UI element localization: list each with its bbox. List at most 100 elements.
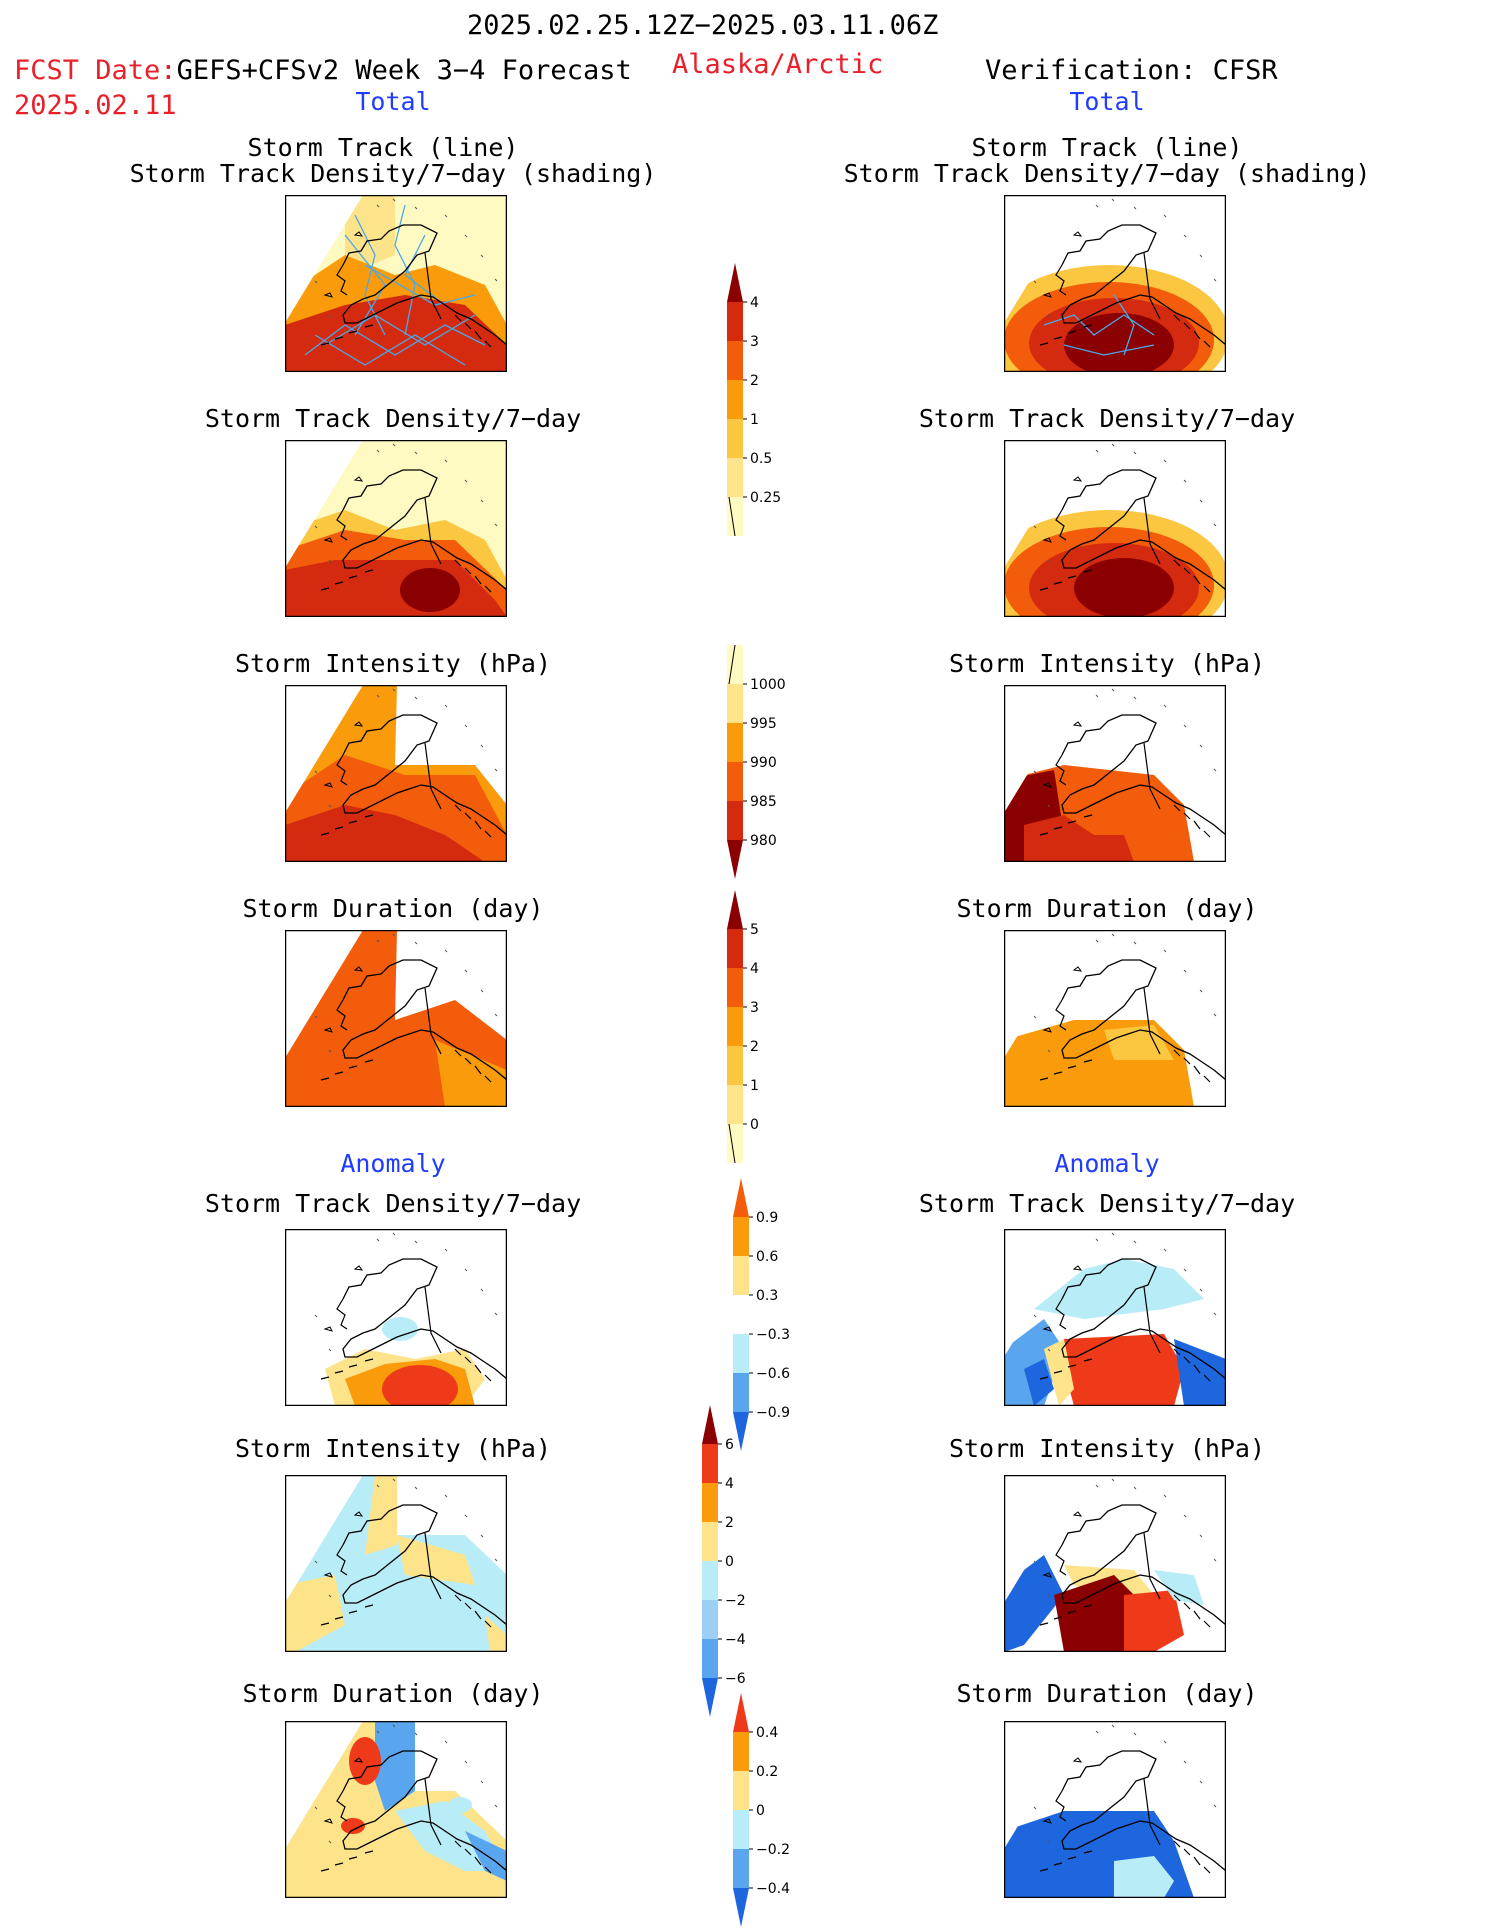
colorbar-tick-label: 0.4 — [756, 1725, 778, 1741]
title-density-anom-right: Storm Track Density/7−day — [918, 1189, 1296, 1218]
map-track-forecast — [285, 195, 507, 372]
colorbar-swatch — [727, 1085, 743, 1124]
title-density-left: Storm Track Density/7−day — [204, 404, 582, 433]
colorbar-tick-label: −0.3 — [756, 1327, 790, 1343]
colorbar-intensity-anom: 6 4 2 0 −2 −4 −6 — [700, 1405, 790, 1721]
map-duration-anom-verification — [1004, 1721, 1226, 1898]
title-intensity-left: Storm Intensity (hPa) — [234, 649, 552, 678]
map-density-anom-forecast — [285, 1229, 507, 1406]
colorbar-svg: 6 4 2 0 −2 −4 −6 — [702, 1405, 746, 1717]
colorbar-open-end — [728, 644, 736, 685]
fcst-prefix: FCST Date: — [14, 55, 177, 86]
verification-label: Verification: CFSR — [985, 55, 1278, 86]
colorbar-swatch — [727, 840, 743, 879]
colorbar-swatch — [733, 1334, 749, 1373]
colorbar-tick-label: 0.25 — [750, 490, 781, 506]
colorbar-tick-label: −0.9 — [756, 1405, 790, 1421]
colorbar-tick-label: −2 — [725, 1593, 746, 1609]
colorbar-swatch — [733, 1888, 749, 1927]
colorbar-swatch — [727, 684, 743, 723]
colorbar-svg: 4 3 2 1 0.5 0.25 — [727, 263, 781, 537]
colorbar-tick-label: 3 — [750, 1000, 759, 1016]
colorbar-tick-label: 4 — [750, 961, 759, 977]
section-anomaly-left: Anomaly — [340, 1149, 446, 1178]
colorbar-svg: 0.9 0.6 0.3 −0.3 −0.6 −0.9 — [733, 1178, 790, 1451]
colorbar-tick-label: 0.3 — [756, 1288, 778, 1304]
section-anomaly-right: Anomaly — [1054, 1149, 1160, 1178]
colorbar-svg: 0.4 0.2 0 −0.2 −0.4 — [733, 1693, 790, 1927]
colorbar-tick-label: 980 — [750, 833, 777, 849]
colorbar-swatch — [733, 1771, 749, 1810]
colorbar-swatch — [702, 1483, 718, 1522]
map-density-verification — [1004, 440, 1226, 617]
colorbar-duration-total: 5 4 3 2 1 0 — [725, 890, 815, 1167]
map-track-verification — [1004, 195, 1226, 372]
colorbar-tick-label: −4 — [725, 1632, 746, 1648]
colorbar-tick-label: 0 — [725, 1554, 734, 1570]
colorbar-swatch — [727, 723, 743, 762]
colorbar-swatch — [733, 1295, 749, 1334]
colorbar-density-total: 4 3 2 1 0.5 0.25 — [725, 263, 815, 540]
title-duration-right: Storm Duration (day) — [956, 894, 1258, 923]
colorbar-swatch — [727, 419, 743, 458]
fcst-model: GEFS+CFSv2 Week 3−4 Forecast — [176, 55, 632, 86]
colorbar-swatch — [727, 968, 743, 1007]
colorbar-tick-label: 1 — [750, 412, 759, 428]
colorbar-tick-label: 2 — [750, 1039, 759, 1055]
colorbar-tick-label: 6 — [725, 1437, 734, 1453]
section-total-left: Total — [355, 87, 431, 116]
colorbar-swatch — [733, 1373, 749, 1412]
colorbar-swatch — [727, 302, 743, 341]
colorbar-tick-label: 0.2 — [756, 1764, 778, 1780]
colorbar-tick-label: 995 — [750, 716, 777, 732]
colorbar-tick-label: −0.6 — [756, 1366, 790, 1382]
colorbar-tick-label: 0.6 — [756, 1249, 778, 1265]
colorbar-swatch — [733, 1732, 749, 1771]
title-track-line-left: Storm Track (line) — [247, 133, 519, 162]
colorbar-tick-label: 1 — [750, 1078, 759, 1094]
section-total-right: Total — [1069, 87, 1145, 116]
title-track-line-right: Storm Track (line) — [971, 133, 1243, 162]
colorbar-intensity-total: 1000 995 990 985 980 — [725, 644, 815, 883]
colorbar-swatch — [727, 890, 743, 929]
map-density-forecast — [285, 440, 507, 617]
colorbar-tick-label: −0.2 — [756, 1842, 790, 1858]
colorbar-swatch — [733, 1693, 749, 1732]
title-duration-left: Storm Duration (day) — [242, 894, 544, 923]
colorbar-swatch — [727, 458, 743, 497]
colorbar-swatch — [702, 1639, 718, 1678]
colorbar-swatch — [727, 762, 743, 801]
colorbar-tick-label: −0.4 — [756, 1881, 790, 1897]
title-intensity-anom-right: Storm Intensity (hPa) — [948, 1434, 1266, 1463]
colorbar-swatch — [702, 1405, 718, 1444]
colorbar-tick-label: 985 — [750, 794, 777, 810]
title-density-anom-left: Storm Track Density/7−day — [204, 1189, 582, 1218]
colorbar-swatch — [702, 1678, 718, 1717]
colorbar-swatch — [733, 1849, 749, 1888]
colorbar-swatch — [727, 1046, 743, 1085]
colorbar-swatch — [727, 341, 743, 380]
map-intensity-anom-verification — [1004, 1475, 1226, 1652]
colorbar-swatch — [702, 1522, 718, 1561]
title-intensity-anom-left: Storm Intensity (hPa) — [234, 1434, 552, 1463]
colorbar-duration-anom: 0.4 0.2 0 −0.2 −0.4 — [731, 1693, 821, 1931]
colorbar-density-anom: 0.9 0.6 0.3 −0.3 −0.6 −0.9 — [731, 1178, 821, 1455]
map-duration-anom-forecast — [285, 1721, 507, 1898]
title-duration-anom-right: Storm Duration (day) — [956, 1679, 1258, 1708]
map-intensity-anom-forecast — [285, 1475, 507, 1652]
colorbar-tick-label: 0 — [756, 1803, 765, 1819]
colorbar-tick-label: 0.5 — [750, 451, 772, 467]
title-track-shading-right: Storm Track Density/7−day (shading) — [843, 159, 1371, 188]
colorbar-swatch — [727, 263, 743, 302]
colorbar-svg: 5 4 3 2 1 0 — [727, 890, 759, 1164]
map-intensity-verification — [1004, 685, 1226, 862]
colorbar-swatch — [727, 1007, 743, 1046]
fcst-date-value: 2025.02.11 — [14, 90, 177, 121]
colorbar-tick-label: 4 — [750, 295, 759, 311]
title-track-shading-left: Storm Track Density/7−day (shading) — [129, 159, 657, 188]
title-duration-anom-left: Storm Duration (day) — [242, 1679, 544, 1708]
colorbar-swatch — [702, 1600, 718, 1639]
colorbar-tick-label: 3 — [750, 334, 759, 350]
colorbar-swatch — [733, 1412, 749, 1451]
colorbar-tick-label: 0.9 — [756, 1210, 778, 1226]
